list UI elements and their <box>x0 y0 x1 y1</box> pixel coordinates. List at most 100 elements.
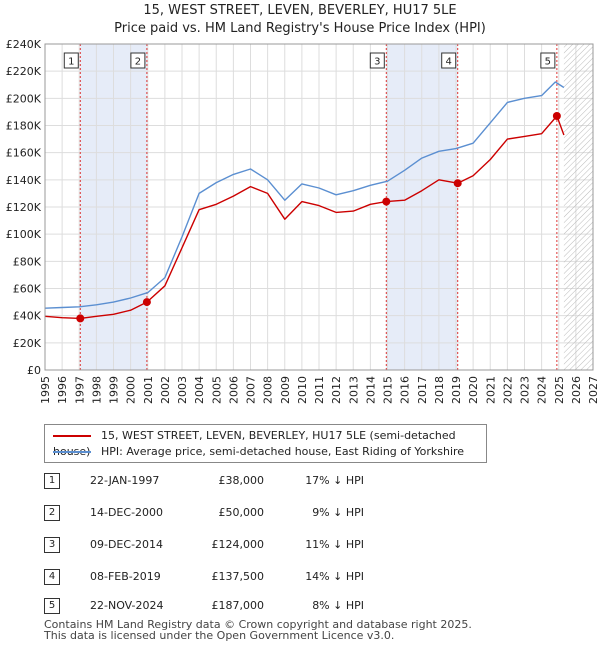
event-number: 4 <box>44 569 60 585</box>
hpi-line-swatch <box>53 451 91 453</box>
x-tick-label: 2027 <box>587 376 600 404</box>
sale-point <box>142 298 151 307</box>
sale-number-label: 2 <box>135 57 141 68</box>
event-hpi-diff: 14% ↓ HPI <box>305 570 364 583</box>
x-tick-label: 2014 <box>364 376 377 404</box>
y-tick-label: £80K <box>13 255 42 268</box>
sale-point <box>453 179 462 188</box>
x-tick-label: 2000 <box>125 376 138 404</box>
x-tick-label: 2010 <box>296 376 309 404</box>
x-tick-label: 2022 <box>501 376 514 404</box>
event-date: 14-DEC-2000 <box>90 506 164 519</box>
x-tick-label: 2008 <box>262 376 275 404</box>
sale-number-box <box>540 52 556 69</box>
sale-number-label: 1 <box>68 57 74 68</box>
sale-number-box <box>369 52 385 69</box>
sale-number-box <box>130 52 146 69</box>
x-tick-label: 1995 <box>39 376 52 404</box>
x-tick-label: 2018 <box>433 376 446 404</box>
event-number: 3 <box>44 537 60 553</box>
event-date: 09-DEC-2014 <box>90 538 164 551</box>
chart-title: 15, WEST STREET, LEVEN, BEVERLEY, HU17 5… <box>0 2 600 38</box>
x-tick-label: 1997 <box>73 376 86 404</box>
x-tick-label: 2003 <box>176 376 189 404</box>
sale-point <box>552 111 561 120</box>
x-tick-label: 2015 <box>382 376 395 404</box>
y-tick-label: £0 <box>27 364 41 377</box>
event-price: £124,000 <box>211 538 265 551</box>
table-row: 5 22-NOV-2024 £187,000 8% ↓ HPI <box>44 597 464 615</box>
x-tick-label: 2005 <box>210 376 223 404</box>
sale-point <box>382 197 391 206</box>
x-tick-label: 1998 <box>90 376 103 404</box>
table-row: 3 09-DEC-2014 £124,000 11% ↓ HPI <box>44 536 464 554</box>
y-tick-label: £20K <box>13 337 42 350</box>
x-tick-label: 2016 <box>399 376 412 404</box>
table-row: 2 14-DEC-2000 £50,000 9% ↓ HPI <box>44 504 464 522</box>
event-number: 2 <box>44 505 60 521</box>
event-number: 1 <box>44 473 60 489</box>
y-tick-label: £220K <box>6 65 42 78</box>
x-tick-label: 2001 <box>142 376 155 404</box>
x-tick-label: 2011 <box>313 376 326 404</box>
sale-point <box>76 314 85 323</box>
price-chart: 1 2 3 4 5 £0 £20K £40K £60K £80K £100K £120K £140K £… <box>6 38 600 404</box>
x-tick-label: 2026 <box>570 376 583 404</box>
event-hpi-diff: 8% ↓ HPI <box>312 599 364 612</box>
price-line-swatch <box>53 435 91 437</box>
x-tick-label: 2007 <box>245 376 258 404</box>
sale-number-box <box>63 52 79 69</box>
x-tick-label: 2002 <box>159 376 172 404</box>
y-tick-label: £100K <box>6 228 42 241</box>
y-tick-label: £120K <box>6 201 42 214</box>
x-tick-label: 2020 <box>467 376 480 404</box>
event-hpi-diff: 17% ↓ HPI <box>305 474 364 487</box>
event-price: £50,000 <box>218 506 265 519</box>
x-tick-label: 2021 <box>484 376 497 404</box>
legend-hpi-label: HPI: Average price, semi-detached house,… <box>101 445 465 458</box>
event-price: £137,500 <box>211 570 265 583</box>
x-tick-label: 2013 <box>347 376 360 404</box>
y-tick-label: £40K <box>13 310 42 323</box>
x-tick-label: 2025 <box>553 376 566 404</box>
price-paid-line <box>44 115 565 320</box>
sale-number-label: 4 <box>446 57 452 68</box>
legend: 15, WEST STREET, LEVEN, BEVERLEY, HU17 5… <box>44 424 487 463</box>
x-tick-label: 1999 <box>108 376 121 404</box>
x-tick-label: 2004 <box>193 376 206 404</box>
y-tick-label: £160K <box>6 147 42 160</box>
event-date: 08-FEB-2019 <box>90 570 161 583</box>
event-date: 22-NOV-2024 <box>90 599 164 612</box>
y-tick-label: £200K <box>6 92 42 105</box>
title-address: 15, WEST STREET, LEVEN, BEVERLEY, HU17 5… <box>143 3 457 18</box>
sale-number-label: 3 <box>374 57 380 68</box>
event-date: 22-JAN-1997 <box>90 474 160 487</box>
legend-item-hpi: HPI: Average price, semi-detached house,… <box>53 444 464 460</box>
legend-item-price: 15, WEST STREET, LEVEN, BEVERLEY, HU17 5… <box>53 428 486 458</box>
x-tick-label: 2023 <box>519 376 532 404</box>
table-row: 1 22-JAN-1997 £38,000 17% ↓ HPI <box>44 472 464 490</box>
event-hpi-diff: 9% ↓ HPI <box>312 506 364 519</box>
sale-number-box <box>441 52 457 69</box>
table-row: 4 08-FEB-2019 £137,500 14% ↓ HPI <box>44 568 464 586</box>
title-subtitle: Price paid vs. HM Land Registry's House … <box>114 21 486 36</box>
event-number: 5 <box>44 598 60 614</box>
x-tick-label: 2012 <box>330 376 343 404</box>
x-tick-label: 1996 <box>56 376 69 404</box>
event-price: £38,000 <box>218 474 265 487</box>
y-tick-label: £180K <box>6 120 42 133</box>
x-tick-label: 2017 <box>416 376 429 404</box>
event-hpi-diff: 11% ↓ HPI <box>305 538 364 551</box>
footer: Contains HM Land Registry data © Crown c… <box>44 619 472 641</box>
forecast-hatch <box>563 44 593 370</box>
footer-copyright: Contains HM Land Registry data © Crown c… <box>44 618 472 631</box>
x-tick-label: 2009 <box>279 376 292 404</box>
footer-license: This data is licensed under the Open Gov… <box>44 629 395 642</box>
plot-frame <box>44 43 594 371</box>
y-tick-label: £140K <box>6 174 42 187</box>
hpi-line <box>44 81 565 309</box>
x-tick-label: 2024 <box>536 376 549 404</box>
y-tick-label: £60K <box>13 283 42 296</box>
event-price: £187,000 <box>211 599 265 612</box>
y-tick-label: £240K <box>6 38 42 51</box>
